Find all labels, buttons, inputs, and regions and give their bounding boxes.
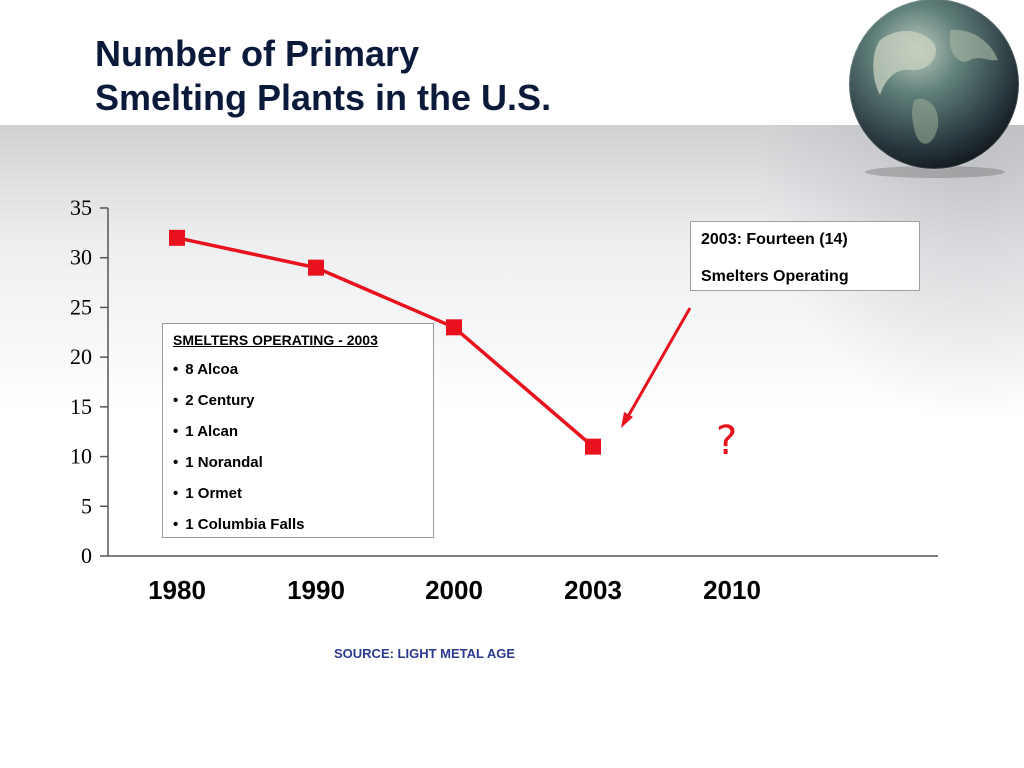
slide-title-line-2: Smelting Plants in the U.S. [95,77,552,118]
question-mark: ? [716,418,738,464]
x-tick-label: 1990 [287,575,345,605]
legend-item: 1 Norandal [173,453,423,473]
note-line-1: 2003: Fourteen (14) [701,231,848,248]
slide-title: Number of Primary Smelting Plants in the… [95,32,551,120]
y-tick-label: 30 [70,245,92,270]
legend-item: 1 Ormet [173,484,423,504]
globe-icon [848,0,1020,178]
x-tick-label: 2003 [564,575,622,605]
legend-item: 8 Alcoa [173,360,423,380]
source-note: SOURCE: LIGHT METAL AGE [334,646,516,661]
legend-item: 1 Columbia Falls [173,515,423,535]
data-point [585,438,601,455]
y-tick-label: 35 [70,195,92,220]
x-tick-label: 2000 [425,575,483,605]
smelters-legend-box: SMELTERS OPERATING - 2003 8 Alcoa 2 Cent… [162,323,434,538]
y-tick-label: 10 [70,444,92,469]
y-tick-label: 20 [70,344,92,369]
legend-item: 1 Alcan [173,422,423,442]
y-tick-label: 15 [70,394,92,419]
slide-title-line-1: Number of Primary [95,33,420,74]
annotation-note-box: 2003: Fourteen (14) Smelters Operating [690,221,920,291]
y-axis: 0 5 10 15 20 25 30 35 [70,195,109,568]
data-point [308,259,324,276]
data-point [446,319,462,336]
data-point [169,229,185,246]
annotation-arrow [621,307,692,428]
series-line [176,236,595,448]
y-tick-label: 5 [81,493,92,518]
x-tick-label: 2010 [703,575,761,605]
note-line-2: Smelters Operating [701,268,849,285]
legend-list: 8 Alcoa 2 Century 1 Alcan 1 Norandal 1 O… [173,360,423,535]
series-lines [176,236,595,448]
series-points [169,229,601,455]
y-tick-label: 0 [81,543,92,568]
x-axis: 1980 1990 2000 2003 2010 [108,555,938,605]
x-tick-label: 1980 [148,575,206,605]
y-tick-label: 25 [70,294,92,319]
legend-header: SMELTERS OPERATING - 2003 [173,332,378,348]
legend-item: 2 Century [173,391,423,411]
